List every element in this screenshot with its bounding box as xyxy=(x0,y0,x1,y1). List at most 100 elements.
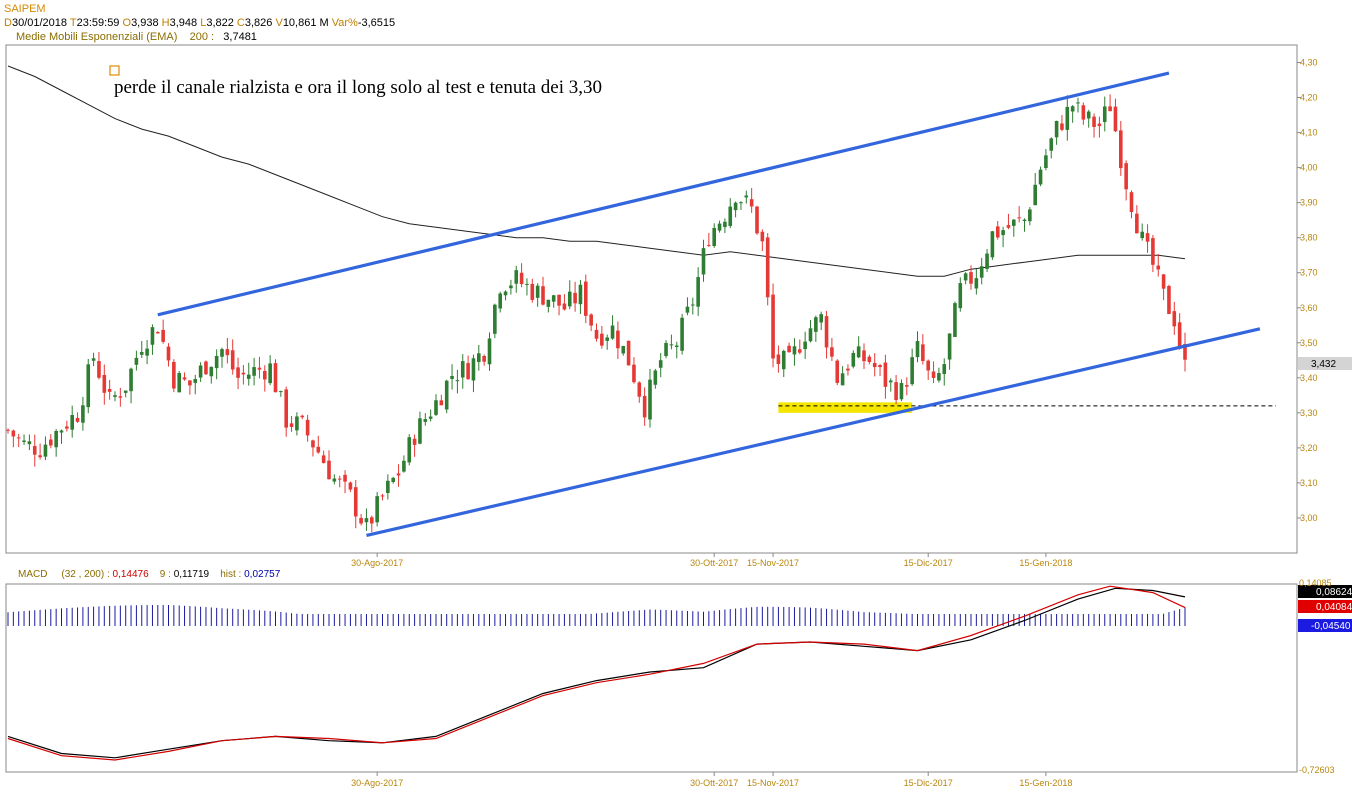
candle-body xyxy=(16,437,21,439)
candle-body xyxy=(503,291,508,296)
candle xyxy=(423,413,428,426)
signal-value: 0,11719 xyxy=(173,569,210,580)
candle xyxy=(311,439,315,457)
x-tick-label: 15-Nov-2017 xyxy=(747,778,799,788)
candle-body xyxy=(27,441,32,445)
candle-body xyxy=(139,351,144,355)
candle-body xyxy=(674,345,679,347)
candle xyxy=(781,349,786,378)
candle-body xyxy=(979,266,984,278)
candle xyxy=(1172,301,1177,335)
candle-body xyxy=(246,374,251,379)
candle xyxy=(230,339,235,375)
candle xyxy=(605,334,609,350)
candle-body xyxy=(252,367,256,376)
candle xyxy=(691,297,695,315)
candle xyxy=(321,450,326,464)
candle xyxy=(594,323,599,342)
candle xyxy=(776,345,781,373)
candle-body xyxy=(305,419,310,436)
macd-value-boxes: 0,08624 0,04084 -0,04540 xyxy=(1298,585,1352,632)
candle-body xyxy=(931,371,936,378)
candle-body xyxy=(653,370,658,385)
candle xyxy=(49,434,53,449)
candle-body xyxy=(65,426,69,429)
candle xyxy=(1017,206,1021,223)
close-label: C xyxy=(236,17,245,29)
candle xyxy=(1108,94,1112,112)
candle-body xyxy=(840,373,845,386)
candle-body xyxy=(493,304,497,334)
candle-body xyxy=(295,416,299,431)
candle-body xyxy=(1145,233,1150,242)
candle-body xyxy=(263,370,267,380)
candle-body xyxy=(300,415,305,418)
candle-body xyxy=(739,202,743,204)
candle xyxy=(771,283,775,368)
candle-body xyxy=(995,226,1000,238)
y-tick-label: 4,10 xyxy=(1300,128,1318,138)
candle-body xyxy=(1017,217,1021,219)
candle-body xyxy=(872,362,877,368)
candle xyxy=(284,386,288,437)
candle xyxy=(263,365,267,392)
candle-body xyxy=(455,380,460,382)
candle-body xyxy=(289,423,294,427)
candle xyxy=(1161,273,1166,301)
candle-body xyxy=(723,221,727,228)
macd-header: MACD (32 , 200) : 0,14476 9 : 0,11719 hi… xyxy=(18,569,280,580)
candle xyxy=(819,311,823,331)
candle xyxy=(1140,223,1144,241)
candle xyxy=(1054,120,1059,145)
candle xyxy=(814,315,818,342)
candle-body xyxy=(1151,238,1155,265)
candle-body xyxy=(803,341,807,350)
candle xyxy=(840,366,845,386)
candle xyxy=(557,294,561,316)
candle-body xyxy=(1183,343,1187,360)
high-label: H xyxy=(161,17,170,29)
candle-body xyxy=(669,344,674,346)
candle-body xyxy=(680,317,684,351)
candle xyxy=(225,338,230,364)
candle-body xyxy=(685,306,690,313)
candle-body xyxy=(546,299,551,307)
candle xyxy=(332,474,337,485)
candle-body xyxy=(1022,219,1027,222)
candle xyxy=(150,324,155,355)
candle xyxy=(123,390,128,398)
candle xyxy=(418,411,422,445)
candle-body xyxy=(937,373,941,381)
candle xyxy=(530,278,535,303)
candle xyxy=(567,280,572,310)
instrument-title: SAIPEM xyxy=(4,3,46,15)
candle xyxy=(327,450,331,480)
candle-body xyxy=(236,367,240,378)
candle xyxy=(974,268,979,295)
candle-body xyxy=(1097,123,1102,127)
candle xyxy=(268,355,272,386)
price-label-box: 3,432 xyxy=(1298,357,1352,370)
candle xyxy=(937,367,941,383)
candle-body xyxy=(953,303,957,337)
candle xyxy=(139,340,144,359)
candle-body xyxy=(268,363,272,384)
candle xyxy=(359,514,363,526)
candle-body xyxy=(348,482,353,490)
candle xyxy=(455,369,460,394)
candle-body xyxy=(696,277,700,307)
macd-box-text: 0,08624 xyxy=(1316,587,1352,598)
candle xyxy=(578,280,583,314)
hist-box-text: -0,04540 xyxy=(1311,621,1351,632)
candle xyxy=(685,297,690,316)
candle-body xyxy=(49,439,53,446)
candle xyxy=(921,334,925,365)
candle xyxy=(1070,105,1075,123)
candle-body xyxy=(156,332,160,334)
y-tick-label: 3,10 xyxy=(1300,478,1318,488)
candle xyxy=(209,366,214,384)
candle xyxy=(851,350,856,369)
candle-body xyxy=(343,474,347,482)
candle-body xyxy=(1124,163,1128,190)
